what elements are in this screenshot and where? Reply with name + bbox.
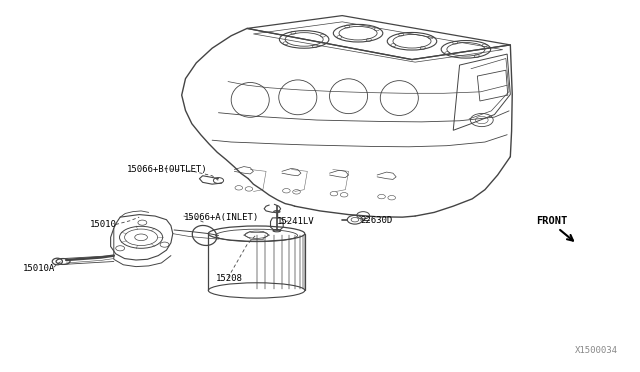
Text: 15010: 15010 [90,220,117,229]
Text: 15208: 15208 [216,274,243,283]
Text: 22630D: 22630D [360,216,392,225]
Text: FRONT: FRONT [536,216,567,226]
Text: 15241LV: 15241LV [277,217,314,227]
Text: 15066+B(OUTLET): 15066+B(OUTLET) [127,165,207,174]
Text: 15010A: 15010A [23,264,55,273]
Text: X1500034: X1500034 [575,346,618,355]
Text: 15066+A(INLET): 15066+A(INLET) [184,213,259,222]
